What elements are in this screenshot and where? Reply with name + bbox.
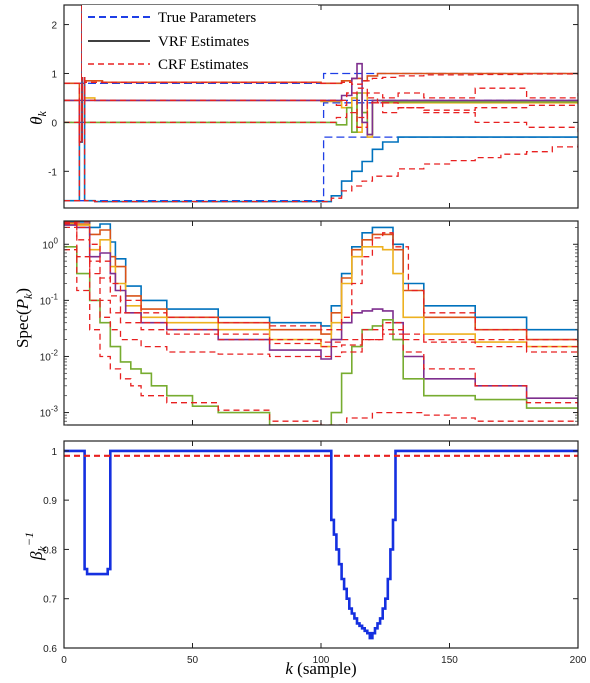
crf-series-9	[64, 249, 578, 425]
crf-series-8	[64, 226, 578, 418]
x-tick-label: 0	[61, 655, 67, 666]
y-tick-label: 0.6	[43, 644, 57, 655]
series-group	[64, 449, 578, 640]
x-tick-label: 100	[313, 655, 330, 666]
y-tick-label: 0.7	[43, 595, 57, 606]
legend-label-vrf: VRF Estimates	[158, 34, 249, 50]
y-tick-label: 0.8	[43, 545, 57, 556]
legend: True Parameters VRF Estimates CRF Estima…	[82, 5, 318, 77]
crf-series-13	[64, 5, 578, 203]
y-tick-label: 100	[42, 236, 58, 251]
beta-ylabel: βk−1	[22, 532, 49, 561]
beta-panel: 1 0.9 0.8 0.7 0.6 0 50 100 150 200	[43, 440, 587, 666]
x-tick-label: 50	[187, 655, 199, 666]
y-tick-label: 1	[51, 447, 57, 458]
x-axis-label: k (sample)	[285, 659, 356, 678]
y-tick-label: 1	[51, 69, 57, 80]
legend-label-true: True Parameters	[158, 10, 256, 26]
y-tick-label: 2	[51, 21, 57, 32]
y-tick-label: 10-1	[40, 292, 59, 307]
spec-ylabel: Spec(Pk)	[13, 288, 35, 348]
x-tick-label: 150	[441, 655, 458, 666]
y-tick-label: -1	[48, 167, 57, 178]
theta-panel: 2 1 0 -1	[48, 4, 579, 209]
y-tick-label: 0.9	[43, 496, 57, 507]
plot-frame	[63, 440, 579, 649]
y-tick-label: 0	[51, 118, 57, 129]
crf-series-7	[64, 223, 578, 357]
true-series-3	[64, 136, 578, 202]
series-group	[64, 221, 578, 425]
y-tick-label: 10-3	[40, 405, 59, 420]
theta-ylabel: θk	[27, 110, 49, 124]
y-tick-label: 10-2	[40, 348, 59, 363]
vrf-series-4	[64, 246, 578, 425]
crf-series-5	[64, 221, 578, 345]
spectrum-panel: 100 10-1 10-2 10-3	[40, 220, 579, 426]
vrf-series-0	[64, 449, 578, 640]
true-series-2	[64, 102, 578, 124]
x-tick-label: 200	[570, 655, 587, 666]
legend-label-crf: CRF Estimates	[158, 57, 249, 73]
vrf-series-0	[64, 221, 578, 343]
crf-series-6	[64, 222, 578, 355]
